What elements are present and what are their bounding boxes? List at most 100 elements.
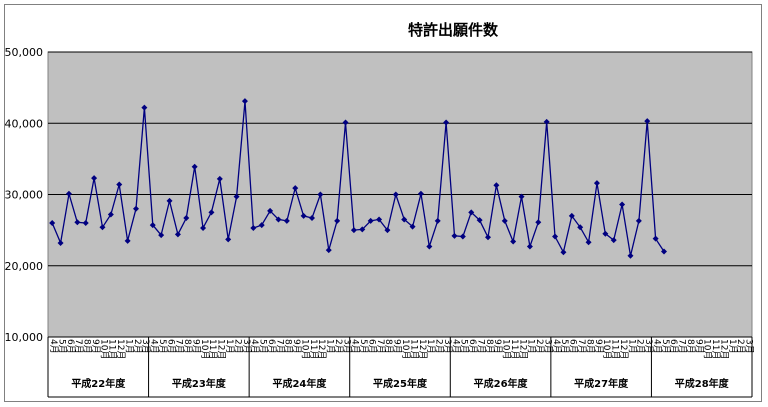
data-point: [661, 248, 667, 255]
data-point: [409, 223, 416, 230]
data-markers: [49, 98, 667, 259]
x-tick-label: 4月: [149, 339, 160, 354]
x-tick-label: 3月: [241, 339, 252, 354]
x-tick-label: 2月: [132, 339, 143, 354]
data-point: [518, 193, 525, 200]
x-tick-label: 11月: [207, 339, 218, 359]
data-point: [233, 193, 240, 200]
x-tick-label: 3月: [744, 339, 755, 354]
data-point: [133, 205, 139, 212]
x-tick-label: 11月: [308, 339, 319, 359]
data-point: [485, 234, 491, 241]
x-tick-label: 4月: [450, 339, 461, 354]
data-point: [417, 190, 424, 197]
x-tick-label: 4月: [48, 339, 59, 354]
data-point: [401, 216, 408, 223]
data-point: [493, 182, 500, 189]
x-tick-label: 9月: [90, 339, 101, 354]
data-point: [593, 180, 600, 187]
x-tick-label: 6月: [165, 339, 176, 354]
x-tick-label: 10月: [98, 339, 109, 359]
x-tick-label: 11月: [610, 339, 621, 359]
x-tick-label: 1月: [526, 339, 537, 354]
data-point: [501, 217, 508, 224]
x-tick-label: 6月: [366, 339, 377, 354]
x-tick-label: 1月: [425, 339, 436, 354]
x-tick-label: 3月: [140, 339, 151, 354]
data-point: [644, 118, 651, 125]
data-point: [376, 216, 383, 223]
data-point: [317, 191, 324, 198]
data-point: [451, 232, 458, 239]
x-tick-label: 6月: [568, 339, 579, 354]
data-point: [535, 219, 542, 226]
x-tick-label: 7月: [475, 339, 486, 354]
data-point: [74, 219, 81, 226]
data-point: [183, 215, 190, 222]
gridlines: [48, 51, 752, 267]
data-point: [116, 181, 123, 188]
data-point: [216, 175, 223, 182]
data-point: [250, 224, 257, 231]
x-tick-label: 9月: [190, 339, 201, 354]
x-tick-label: 10月: [299, 339, 310, 359]
x-tick-label: 8月: [283, 339, 294, 354]
data-point: [149, 222, 156, 229]
fiscal-year-label: 平成23年度: [172, 377, 227, 390]
x-tick-label: 12月: [115, 339, 126, 359]
x-tick-label: 3月: [542, 339, 553, 354]
x-tick-label: 4月: [249, 339, 260, 354]
y-tick-label: 50,000: [5, 46, 44, 59]
data-point: [82, 220, 89, 226]
x-tick-label: 4月: [551, 339, 562, 354]
x-tick-label: 5月: [660, 339, 671, 354]
data-point: [258, 222, 265, 229]
x-tick-label: 12月: [618, 339, 629, 359]
data-point: [526, 243, 533, 250]
x-tick-label: 10月: [400, 339, 411, 359]
y-tick-label: 40,000: [5, 117, 44, 130]
data-point: [577, 224, 584, 231]
x-tick-label: 7月: [73, 339, 84, 354]
x-tick-label: 4月: [651, 339, 662, 354]
x-tick-label: 9月: [492, 339, 503, 354]
data-point: [652, 235, 659, 242]
x-tick-label: 5月: [56, 339, 67, 354]
x-tick-label: 8月: [484, 339, 495, 354]
data-point: [476, 217, 483, 224]
data-point: [560, 249, 567, 256]
data-point: [434, 217, 441, 224]
data-point: [99, 224, 106, 231]
data-point: [275, 216, 282, 223]
x-tick-label: 5月: [258, 339, 269, 354]
x-tick-label: 2月: [735, 339, 746, 354]
data-point: [107, 211, 114, 218]
data-point: [552, 233, 559, 240]
data-point: [426, 243, 433, 250]
x-tick-label: 6月: [668, 339, 679, 354]
x-tick-label: 6月: [266, 339, 277, 354]
data-point: [510, 238, 517, 245]
x-tick-label: 2月: [333, 339, 344, 354]
fiscal-year-label: 平成28年度: [675, 377, 730, 390]
fiscal-year-label: 平成24年度: [272, 377, 327, 390]
x-tick-label: 1月: [224, 339, 235, 354]
y-tick-label: 30,000: [5, 189, 44, 202]
data-point: [334, 217, 341, 224]
data-point: [158, 232, 165, 239]
data-point: [602, 230, 609, 237]
x-tick-label: 9月: [291, 339, 302, 354]
data-point: [619, 201, 626, 208]
x-tick-label: 10月: [601, 339, 612, 359]
data-point: [568, 212, 575, 219]
x-tick-label: 9月: [693, 339, 704, 354]
y-tick-label: 10,000: [5, 331, 44, 344]
x-tick-label: 8月: [685, 339, 696, 354]
x-tick-label: 12月: [718, 339, 729, 359]
x-tick-label: 7月: [576, 339, 587, 354]
x-tick-label: 2月: [232, 339, 243, 354]
data-point: [124, 237, 131, 244]
x-tick-label: 5月: [459, 339, 470, 354]
data-point: [610, 237, 617, 244]
data-point: [342, 119, 349, 126]
